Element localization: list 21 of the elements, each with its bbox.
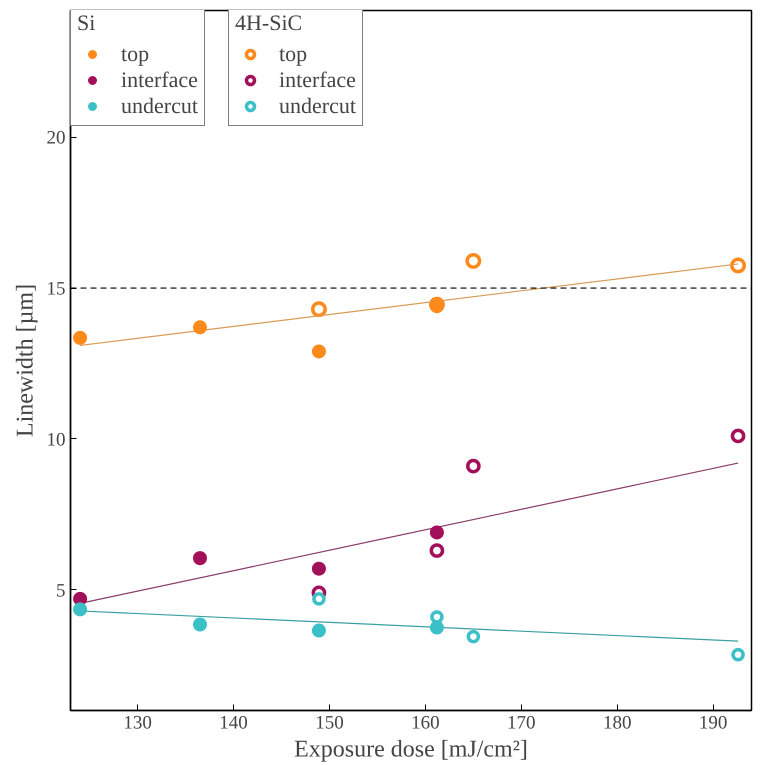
y-axis-title: Linewidth [µm] [12, 284, 38, 438]
legend-label: undercut [121, 93, 198, 119]
y-tick-label: 15 [46, 278, 66, 300]
x-tick-label: 140 [219, 712, 248, 734]
legend-label: top [279, 41, 308, 67]
legend-label: interface [279, 67, 356, 93]
x-tick-label: 180 [602, 712, 632, 734]
x-tick-label: 150 [315, 712, 344, 734]
legend-label: top [121, 41, 150, 67]
x-tick-label: 190 [698, 712, 728, 734]
legend-label: interface [121, 67, 198, 93]
y-tick-label: 10 [46, 429, 66, 450]
x-tick-label: 160 [411, 712, 440, 734]
y-tick-label: 20 [46, 128, 66, 149]
y-tick-label: 5 [56, 580, 66, 602]
x-tick-label: 130 [123, 712, 152, 734]
x-axis-title: Exposure dose [mJ/cm²] [294, 736, 528, 762]
x-tick-label: 170 [507, 712, 536, 734]
annotation: Si [77, 10, 96, 36]
legend-label: undercut [279, 93, 356, 119]
annotation: 4H-SiC [235, 10, 304, 36]
